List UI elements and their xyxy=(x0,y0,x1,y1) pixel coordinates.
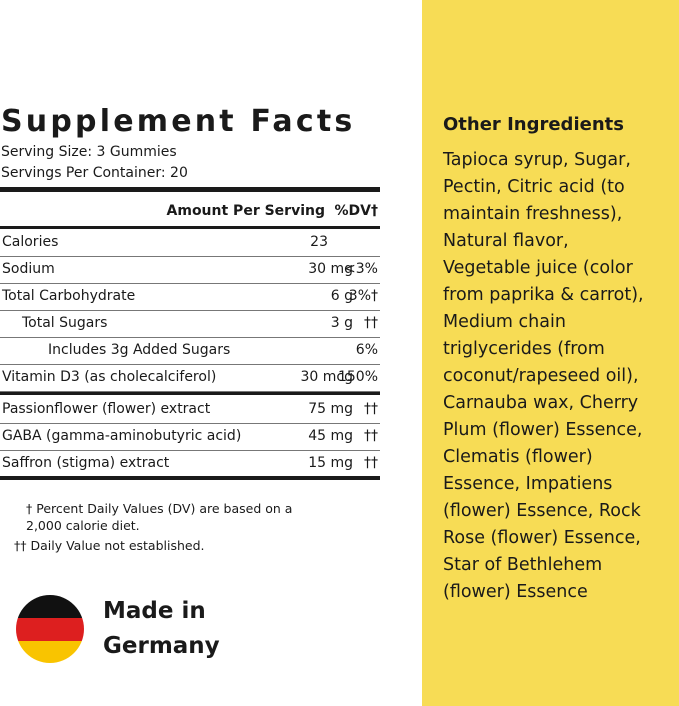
ingredient-line: Essence, Impatiens xyxy=(443,474,613,494)
rule xyxy=(0,392,380,395)
ingredient-line: from paprika & carrot), xyxy=(443,285,644,305)
germany-flag xyxy=(16,595,84,663)
ingredient-line: Medium chain xyxy=(443,312,566,332)
ingredient-line: Rose (flower) Essence, xyxy=(443,528,641,548)
nutrient-dv: †† xyxy=(364,401,378,417)
row-divider xyxy=(0,283,380,284)
nutrient-dv: 3%† xyxy=(348,288,378,304)
nutrient-name: Passionflower (flower) extract xyxy=(2,401,211,417)
nutrient-amount: 30 mcg xyxy=(300,369,354,385)
nutrient-amount: 45 mg xyxy=(308,428,353,444)
ingredient-line: Plum (flower) Essence, xyxy=(443,420,643,440)
nutrient-name: Total Carbohydrate xyxy=(2,288,136,304)
ingredient-line: Carnauba wax, Cherry xyxy=(443,393,639,413)
row-divider xyxy=(0,256,380,257)
servings-per-container: Servings Per Container: 20 xyxy=(1,165,188,181)
nutrient-amount: 6 g xyxy=(330,288,353,304)
ingredient-line: Tapioca syrup, Sugar, xyxy=(443,150,631,170)
made-in: Made in xyxy=(103,598,206,624)
dv-header: %DV† xyxy=(334,203,378,219)
facts-row: Sodium 30 mg <3% xyxy=(0,256,380,283)
facts-title: Supplement Facts xyxy=(1,104,356,139)
ingredient-line: Pectin, Citric acid (to xyxy=(443,177,625,197)
ingredient-line: maintain freshness), xyxy=(443,204,623,224)
nutrient-amount: 23 xyxy=(310,234,328,250)
ingredients-title: Other Ingredients xyxy=(443,114,624,135)
facts-row: Total Sugars 3 g †† xyxy=(0,310,380,337)
ingredient-line: Natural flavor, xyxy=(443,231,569,251)
facts-row: Passionflower (flower) extract 75 mg †† xyxy=(0,396,380,423)
footnote: †† Daily Value not established. xyxy=(14,538,205,553)
row-divider xyxy=(0,364,380,365)
nutrient-dv: †† xyxy=(364,455,378,471)
ingredient-line: (flower) Essence xyxy=(443,582,588,602)
ingredient-line: Star of Bethlehem xyxy=(443,555,603,575)
nutrient-name: Vitamin D3 (as cholecalciferol) xyxy=(2,369,217,385)
facts-row: Includes 3g Added Sugars 6% xyxy=(0,337,380,364)
nutrient-name: Sodium xyxy=(2,261,55,277)
ingredients-panel xyxy=(422,0,679,706)
nutrient-amount: 15 mg xyxy=(308,455,353,471)
row-divider xyxy=(0,450,380,451)
ingredient-line: Clematis (flower) xyxy=(443,447,593,467)
ingredient-line: triglycerides (from xyxy=(443,339,605,359)
amount-header: Amount Per Serving xyxy=(166,203,325,219)
nutrient-name: Saffron (stigma) extract xyxy=(2,455,170,471)
nutrient-dv: <3% xyxy=(344,261,378,277)
facts-header: Amount Per Serving %DV† xyxy=(0,198,380,225)
nutrient-name: Total Sugars xyxy=(22,315,108,331)
facts-row: Saffron (stigma) extract 15 mg †† xyxy=(0,450,380,477)
nutrient-name: Calories xyxy=(2,234,59,250)
facts-row: Calories 23 xyxy=(0,229,380,256)
facts-row: GABA (gamma-aminobutyric acid) 45 mg †† xyxy=(0,423,380,450)
nutrient-name: Includes 3g Added Sugars xyxy=(48,342,231,358)
nutrient-dv: †† xyxy=(364,428,378,444)
row-divider xyxy=(0,310,380,311)
footnote: † Percent Daily Values (DV) are based on… xyxy=(26,501,293,533)
row-divider xyxy=(0,337,380,338)
row-divider xyxy=(0,391,380,392)
rule xyxy=(0,226,380,229)
nutrient-amount: 30 mg xyxy=(308,261,353,277)
row-divider xyxy=(0,423,380,424)
nutrient-amount: 75 mg xyxy=(308,401,353,417)
nutrient-name: GABA (gamma-aminobutyric acid) xyxy=(2,428,242,444)
rule xyxy=(0,187,380,192)
facts-row: Total Carbohydrate 6 g 3%† xyxy=(0,283,380,310)
nutrient-dv: 6% xyxy=(355,342,378,358)
ingredient-line: coconut/rapeseed oil), xyxy=(443,366,639,386)
nutrient-dv: 150% xyxy=(337,369,378,385)
nutrient-dv: †† xyxy=(364,315,378,331)
ingredient-line: Vegetable juice (color xyxy=(443,258,633,278)
made-in-country: Germany xyxy=(103,633,220,659)
facts-row: Vitamin D3 (as cholecalciferol) 30 mcg 150… xyxy=(0,364,380,391)
nutrient-amount: 3 g xyxy=(330,315,353,331)
serving-size: Serving Size: 3 Gummies xyxy=(1,144,177,160)
ingredient-line: (flower) Essence, Rock xyxy=(443,501,641,521)
rule xyxy=(0,476,380,480)
